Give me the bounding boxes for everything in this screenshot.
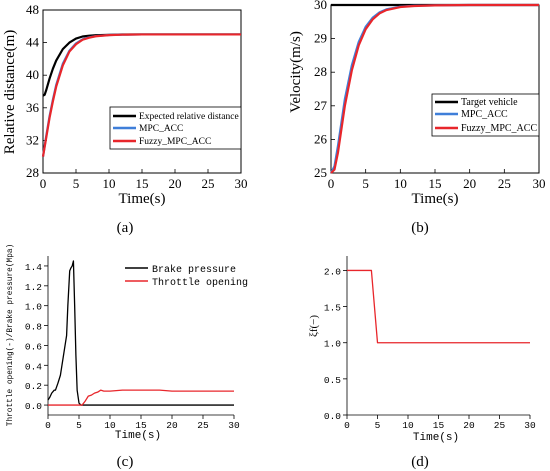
series-lines [330,3,539,174]
x-tick-label: 20 [463,176,476,191]
x-tick-label: 30 [228,420,240,431]
legend-label-0: Expected relative distance [139,112,239,122]
x-tick-label: 0 [328,176,335,191]
legend: Target vehicle MPC_ACC Fuzzy_MPC_ACC [431,93,540,137]
y-tick-label: 27 [314,98,328,113]
series-line-1 [48,389,234,406]
y-tick-label: 40 [26,67,39,82]
panel-label: (a) [117,220,134,236]
y-tick-label: 32 [26,132,39,147]
axis-ticks: 0 5 10 15 20 25 30 0.0 0.2 0.4 0.6 0.8 1.0 1.2 1.4 [25,262,240,431]
x-tick-label: 20 [166,420,178,431]
x-tick-label: 5 [76,420,82,431]
series-line-2 [330,3,539,174]
series-lines [47,260,234,406]
x-axis-title: Time(s) [115,430,161,442]
y-tick-label: 1.0 [324,339,341,350]
axis-ticks: 0 5 10 15 20 25 30 0.0 0.5 1.0 1.5 2.0 [324,266,536,431]
y-tick-label: 26 [314,131,328,146]
x-tick-label: 15 [135,420,147,431]
y-tick-label: 29 [314,31,327,46]
series-lines [41,33,241,157]
y-tick-label: 0.0 [324,411,341,422]
panel-label: (d) [411,454,429,470]
x-tick-label: 10 [394,176,407,191]
panel-a: 0 5 10 15 20 25 30 28 32 36 40 44 48 Time(s) Relativ… [2,2,248,236]
x-tick-label: 10 [402,420,414,431]
x-tick-label: 10 [103,176,116,191]
series-line-2 [41,33,241,157]
series-line-0 [47,260,234,406]
legend-label-0: Brake pressure [152,264,236,276]
x-tick-label: 15 [429,176,442,191]
x-tick-label: 25 [498,176,511,191]
y-tick-label: 0.2 [25,381,42,392]
x-axis-title: Time(s) [119,191,166,207]
x-tick-label: 5 [362,176,369,191]
x-tick-label: 20 [169,176,182,191]
x-axis-title: Time(s) [413,432,459,444]
legend: Brake pressure Throttle opening [125,264,248,289]
x-tick-label: 0 [45,420,51,431]
y-tick-label: 1.5 [324,303,341,314]
y-tick-label: 30 [314,0,327,12]
panel-label: (c) [117,454,134,470]
y-tick-label: 44 [26,35,40,50]
y-tick-label: 25 [314,165,327,180]
legend-label-0: Target vehicle [461,97,518,108]
legend-label-2: Fuzzy_MPC_ACC [461,123,537,134]
y-tick-label: 28 [26,165,39,180]
panel-b: 0 5 10 15 20 25 30 25 26 27 28 29 30 Time(s) Velocit… [288,0,546,236]
y-tick-label: 36 [26,100,40,115]
x-tick-label: 30 [235,176,248,191]
y-axis-title: Throttle opening(-)/Brake pressure(Mpa) [7,244,15,426]
x-tick-label: 0 [40,176,47,191]
y-axis-title: ξf(−) [308,315,320,337]
series-line-0 [42,33,241,97]
x-tick-label: 30 [524,420,536,431]
legend-label-1: Throttle opening [152,277,248,289]
x-tick-label: 20 [463,420,475,431]
x-tick-label: 5 [73,176,80,191]
y-tick-label: 48 [26,2,39,17]
x-axis-title: Time(s) [412,191,459,207]
panel-c: 0 5 10 15 20 25 30 0.0 0.2 0.4 0.6 0.8 1.0 1.2 1.4 Tim… [7,244,248,470]
legend-label-1: MPC_ACC [139,124,183,134]
y-tick-label: 1.4 [25,262,42,273]
x-tick-label: 0 [344,420,350,431]
panel-d: 0 5 10 15 20 25 30 0.0 0.5 1.0 1.5 2.0 Time(s) ξf(−… [308,256,536,470]
y-tick-label: 0.5 [324,375,341,386]
series-lines [347,269,530,344]
series-line-0 [347,269,530,344]
y-tick-label: 0.4 [25,361,42,372]
x-tick-label: 30 [533,176,546,191]
y-tick-label: 0.0 [25,401,42,412]
y-axis-title: Velocity(m/s) [288,31,304,113]
x-tick-label: 5 [375,420,381,431]
y-tick-label: 0.6 [25,341,42,352]
legend-label-2: Fuzzy_MPC_ACC [139,137,211,147]
y-tick-label: 1.0 [25,302,42,313]
plot-frame [330,4,540,174]
x-tick-label: 15 [433,420,445,431]
axis-ticks: 0 5 10 15 20 25 30 25 26 27 28 29 30 [314,0,546,191]
y-tick-label: 1.2 [25,282,42,293]
y-tick-label: 28 [314,64,327,79]
x-tick-label: 25 [494,420,506,431]
legend: Expected relative distance MPC_ACC Fuzzy… [109,106,242,150]
x-tick-label: 15 [136,176,149,191]
y-tick-label: 0.8 [25,322,42,333]
axis-ticks: 0 5 10 15 20 25 30 28 32 36 40 44 48 [26,2,248,191]
x-tick-label: 25 [202,176,215,191]
x-tick-label: 10 [104,420,116,431]
y-axis-title: Relative distance(m) [2,30,18,155]
legend-label-1: MPC_ACC [461,109,508,120]
series-line-1 [330,3,539,174]
x-tick-label: 25 [197,420,209,431]
panel-label: (b) [411,220,429,236]
y-tick-label: 2.0 [324,266,341,277]
